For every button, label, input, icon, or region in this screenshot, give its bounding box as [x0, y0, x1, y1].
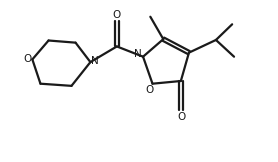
Text: O: O — [113, 10, 121, 20]
Text: N: N — [134, 49, 142, 59]
Text: O: O — [177, 112, 185, 122]
Text: O: O — [146, 85, 154, 95]
Text: N: N — [91, 56, 99, 66]
Text: O: O — [23, 54, 32, 64]
